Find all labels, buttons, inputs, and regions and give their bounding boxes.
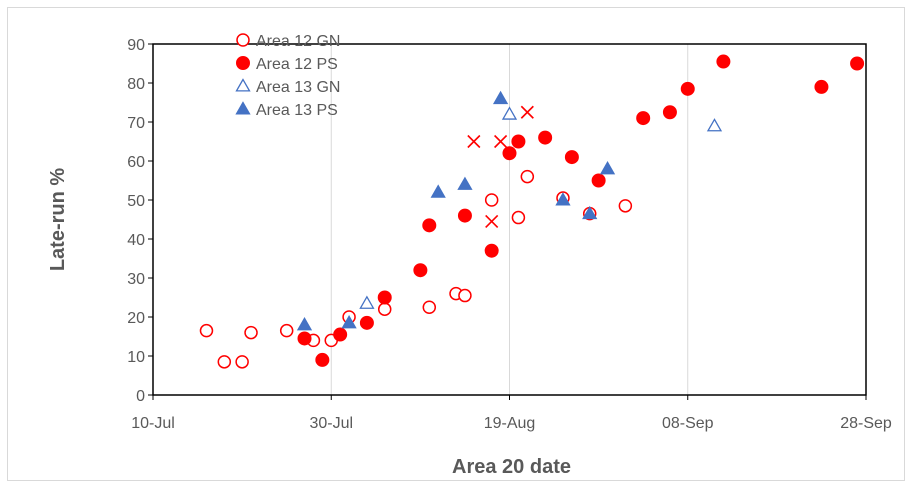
legend-marker	[235, 78, 251, 92]
series-1	[297, 54, 865, 367]
data-point	[850, 56, 865, 71]
y-axis-title: Late-run %	[47, 168, 69, 272]
data-point	[706, 118, 723, 132]
x-axis-title: Area 20 date	[452, 456, 571, 478]
y-tick-label: 20	[127, 310, 145, 327]
data-point	[564, 150, 579, 165]
legend-marker	[235, 101, 251, 115]
x-tick-label: 19-Aug	[484, 415, 536, 432]
x-axis-ticks: 10-Jul 30-Jul 19-Aug 08-Sep 28-Sep	[131, 395, 892, 432]
data-point	[520, 105, 534, 119]
data-point	[484, 243, 499, 258]
data-point	[297, 331, 312, 346]
series-4	[467, 105, 534, 229]
data-point	[296, 316, 313, 331]
data-point	[636, 111, 651, 126]
series-3	[296, 90, 616, 331]
x-tick-label: 08-Sep	[662, 415, 714, 432]
data-point	[430, 184, 446, 198]
legend: Area 12 GN Area 12 PS Area 13 GN Area 13 PS	[235, 33, 340, 119]
data-point	[501, 106, 518, 120]
data-point	[422, 300, 437, 314]
data-point	[377, 290, 392, 305]
data-points	[199, 54, 865, 369]
data-point	[467, 134, 481, 149]
data-point	[377, 302, 392, 316]
cross-stroke	[520, 105, 534, 119]
data-point	[662, 105, 677, 120]
data-point	[484, 193, 499, 207]
data-point	[341, 315, 357, 329]
data-point	[422, 218, 437, 233]
data-point	[217, 355, 232, 369]
data-point	[359, 315, 374, 330]
data-point	[591, 173, 606, 188]
y-tick-label: 90	[127, 37, 145, 54]
data-point	[618, 199, 633, 213]
data-point	[538, 130, 553, 145]
data-point	[511, 134, 526, 149]
data-point	[458, 288, 472, 303]
y-axis-ticks: 0 10 20 30 40 50 60 70 80 90	[127, 37, 153, 405]
y-tick-label: 80	[127, 76, 145, 93]
data-point	[457, 208, 472, 223]
y-tick-label: 0	[136, 388, 145, 405]
data-point	[555, 192, 571, 206]
data-point	[457, 176, 473, 190]
cross-stroke	[485, 214, 499, 229]
data-point	[494, 134, 508, 149]
data-point	[814, 79, 829, 94]
data-point	[235, 355, 249, 369]
data-point	[492, 90, 509, 105]
legend-label: Area 13 GN	[256, 79, 340, 96]
data-point	[413, 263, 428, 278]
x-tick-label: 30-Jul	[309, 415, 353, 432]
data-point	[315, 352, 330, 367]
legend-label: Area 12 GN	[256, 33, 340, 50]
y-tick-label: 50	[127, 193, 145, 210]
legend-label: Area 12 PS	[256, 56, 338, 73]
data-point	[279, 323, 294, 338]
data-point	[359, 295, 375, 309]
y-tick-label: 10	[127, 349, 145, 366]
data-point	[199, 323, 214, 338]
data-point	[680, 81, 695, 96]
legend-label: Area 13 PS	[256, 102, 338, 119]
data-point	[716, 54, 731, 69]
x-tick-label: 10-Jul	[131, 415, 175, 432]
data-point	[582, 205, 598, 220]
data-point	[244, 325, 258, 340]
gridlines	[330, 44, 689, 395]
legend-marker	[236, 56, 250, 70]
data-point	[485, 214, 499, 229]
cross-stroke	[467, 134, 481, 149]
data-point	[502, 146, 517, 161]
y-tick-label: 40	[127, 232, 145, 249]
chart-frame	[7, 7, 905, 481]
y-tick-label: 30	[127, 271, 145, 288]
cross-stroke	[494, 134, 508, 149]
data-point	[333, 327, 348, 342]
series-2	[359, 106, 723, 309]
x-tick-label: 28-Sep	[840, 415, 892, 432]
y-tick-label: 60	[127, 154, 145, 171]
data-point	[511, 210, 526, 225]
y-tick-label: 70	[127, 115, 145, 132]
legend-marker	[236, 33, 250, 47]
data-point	[599, 160, 616, 175]
data-point	[520, 169, 535, 184]
